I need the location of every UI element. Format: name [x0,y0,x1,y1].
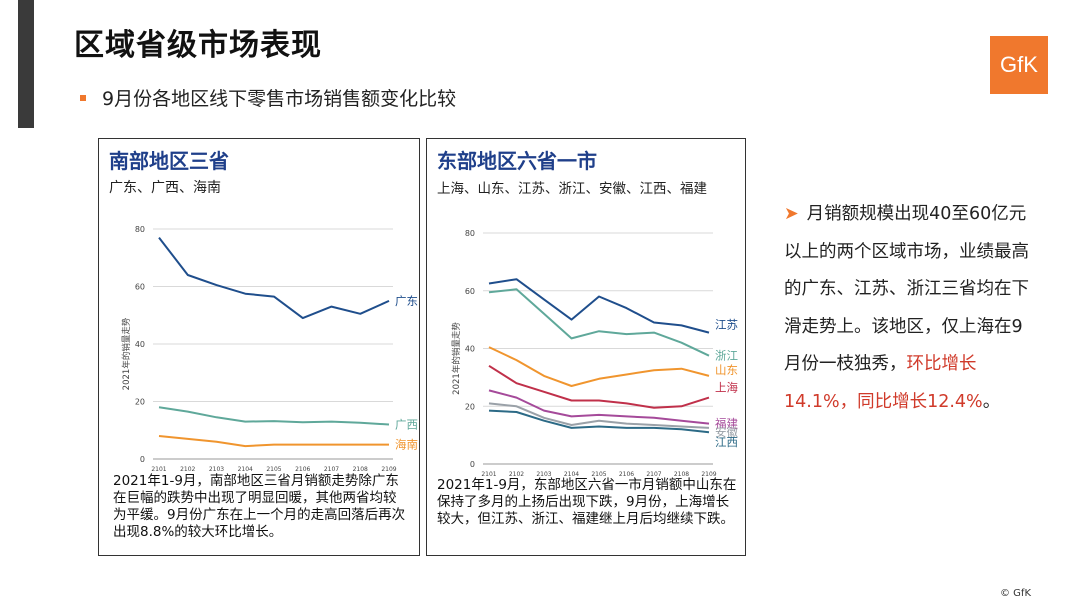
y-tick-label: 20 [135,398,145,407]
chart-south: 0 20 40 60 80 2101 2102 2103 2104 2105 2106 2107 210… [121,225,418,473]
y-axis-label: 2021年的销量走势 [451,322,462,395]
left-accent-bar [18,0,34,128]
panel-south-title: 南部地区三省 [109,149,229,173]
x-tick-label: 2107 [324,466,339,473]
x-tick-label: 2107 [646,471,661,478]
x-tick-label: 2101 [151,466,166,473]
x-tick-label: 2109 [701,471,716,478]
series-label: 浙江 [715,349,738,363]
x-tick-label: 2101 [481,471,496,478]
series-label: 安徽 [715,425,738,439]
series-label: 上海 [715,381,738,395]
panel-south-provinces: 广东、广西、海南 [109,180,221,196]
y-tick-label: 20 [465,402,475,411]
page-title: 区域省级市场表现 [74,28,322,63]
series-line-上海 [488,364,710,409]
x-tick-label: 2104 [564,471,579,478]
y-tick-label: 60 [465,287,475,296]
series-label: 江苏 [715,318,738,332]
panel-south: 南部地区三省 广东、广西、海南 0 20 40 60 80 2101 2102 2103 210… [98,138,420,556]
side-note-highlight: 环比增长14.1%，同比增长12.4% [784,354,983,412]
gfk-logo: GfK [990,36,1048,94]
series-label: 广东 [395,294,418,308]
x-tick-label: 2105 [266,466,281,473]
x-tick-label: 2102 [509,471,524,478]
x-tick-label: 2103 [209,466,224,473]
y-tick-label: 0 [470,460,475,469]
series-label: 福建 [715,417,738,431]
x-tick-label: 2104 [238,466,253,473]
series-line-江苏 [488,278,710,334]
series-line-江西 [488,409,710,434]
panel-east: 东部地区六省一市 上海、山东、江苏、浙江、安徽、江西、福建 0 20 40 60 80 2… [426,138,746,556]
series-label: 山东 [715,363,738,377]
x-tick-label: 2108 [353,466,368,473]
x-tick-label: 2106 [295,466,310,473]
series-label: 广西 [395,418,418,432]
side-note: ➤ 月销额规模出现40至60亿元以上的两个区域市场，业绩最高的广东、江苏、浙江三省… [784,196,1034,421]
subtitle-row: 9月份各地区线下零售市场销售额变化比较 [80,84,456,111]
y-axis-label: 2021年的销量走势 [121,317,132,390]
copyright: © GfK [1000,588,1032,599]
panel-east-description: 2021年1-9月，东部地区六省一市月销额中山东在保持了多月的上扬后出现下跌，9… [437,477,737,527]
x-tick-label: 2108 [674,471,689,478]
series-line-海南 [158,435,389,448]
series-line-福建 [488,389,710,425]
series-label: 江西 [715,435,738,449]
side-note-text: 月销额规模出现40至60亿元以上的两个区域市场，业绩最高的广东、江苏、浙江三省均… [784,204,1029,374]
panel-east-title: 东部地区六省一市 [437,149,597,173]
y-tick-label: 60 [135,283,145,292]
series-line-浙江 [488,288,710,357]
series-line-广西 [158,406,390,426]
arrow-right-icon: ➤ [784,204,799,224]
series-line-安徽 [488,402,710,429]
x-tick-label: 2109 [381,466,396,473]
x-tick-label: 2105 [591,471,606,478]
square-bullet-icon [80,94,86,101]
y-tick-label: 0 [140,455,145,464]
y-tick-label: 80 [135,225,145,234]
series-line-广东 [158,236,390,320]
y-tick-label: 40 [465,345,475,354]
x-tick-label: 2102 [180,466,195,473]
series-label: 海南 [395,438,418,452]
side-note-end: 。 [982,391,1001,412]
x-tick-label: 2106 [619,471,634,478]
series-line-山东 [488,346,710,387]
x-tick-label: 2103 [536,471,551,478]
page-subtitle: 9月份各地区线下零售市场销售额变化比较 [102,88,457,110]
chart-east: 0 20 40 60 80 2101 2102 2103 2104 2105 2106 2107 210… [451,229,738,478]
panel-south-description: 2021年1-9月，南部地区三省月销额走势除广东在巨幅的跌势中出现了明显回暖，其… [113,473,406,540]
panel-east-provinces: 上海、山东、江苏、浙江、安徽、江西、福建 [437,181,707,197]
y-tick-label: 40 [135,340,145,349]
y-tick-label: 80 [465,229,475,238]
